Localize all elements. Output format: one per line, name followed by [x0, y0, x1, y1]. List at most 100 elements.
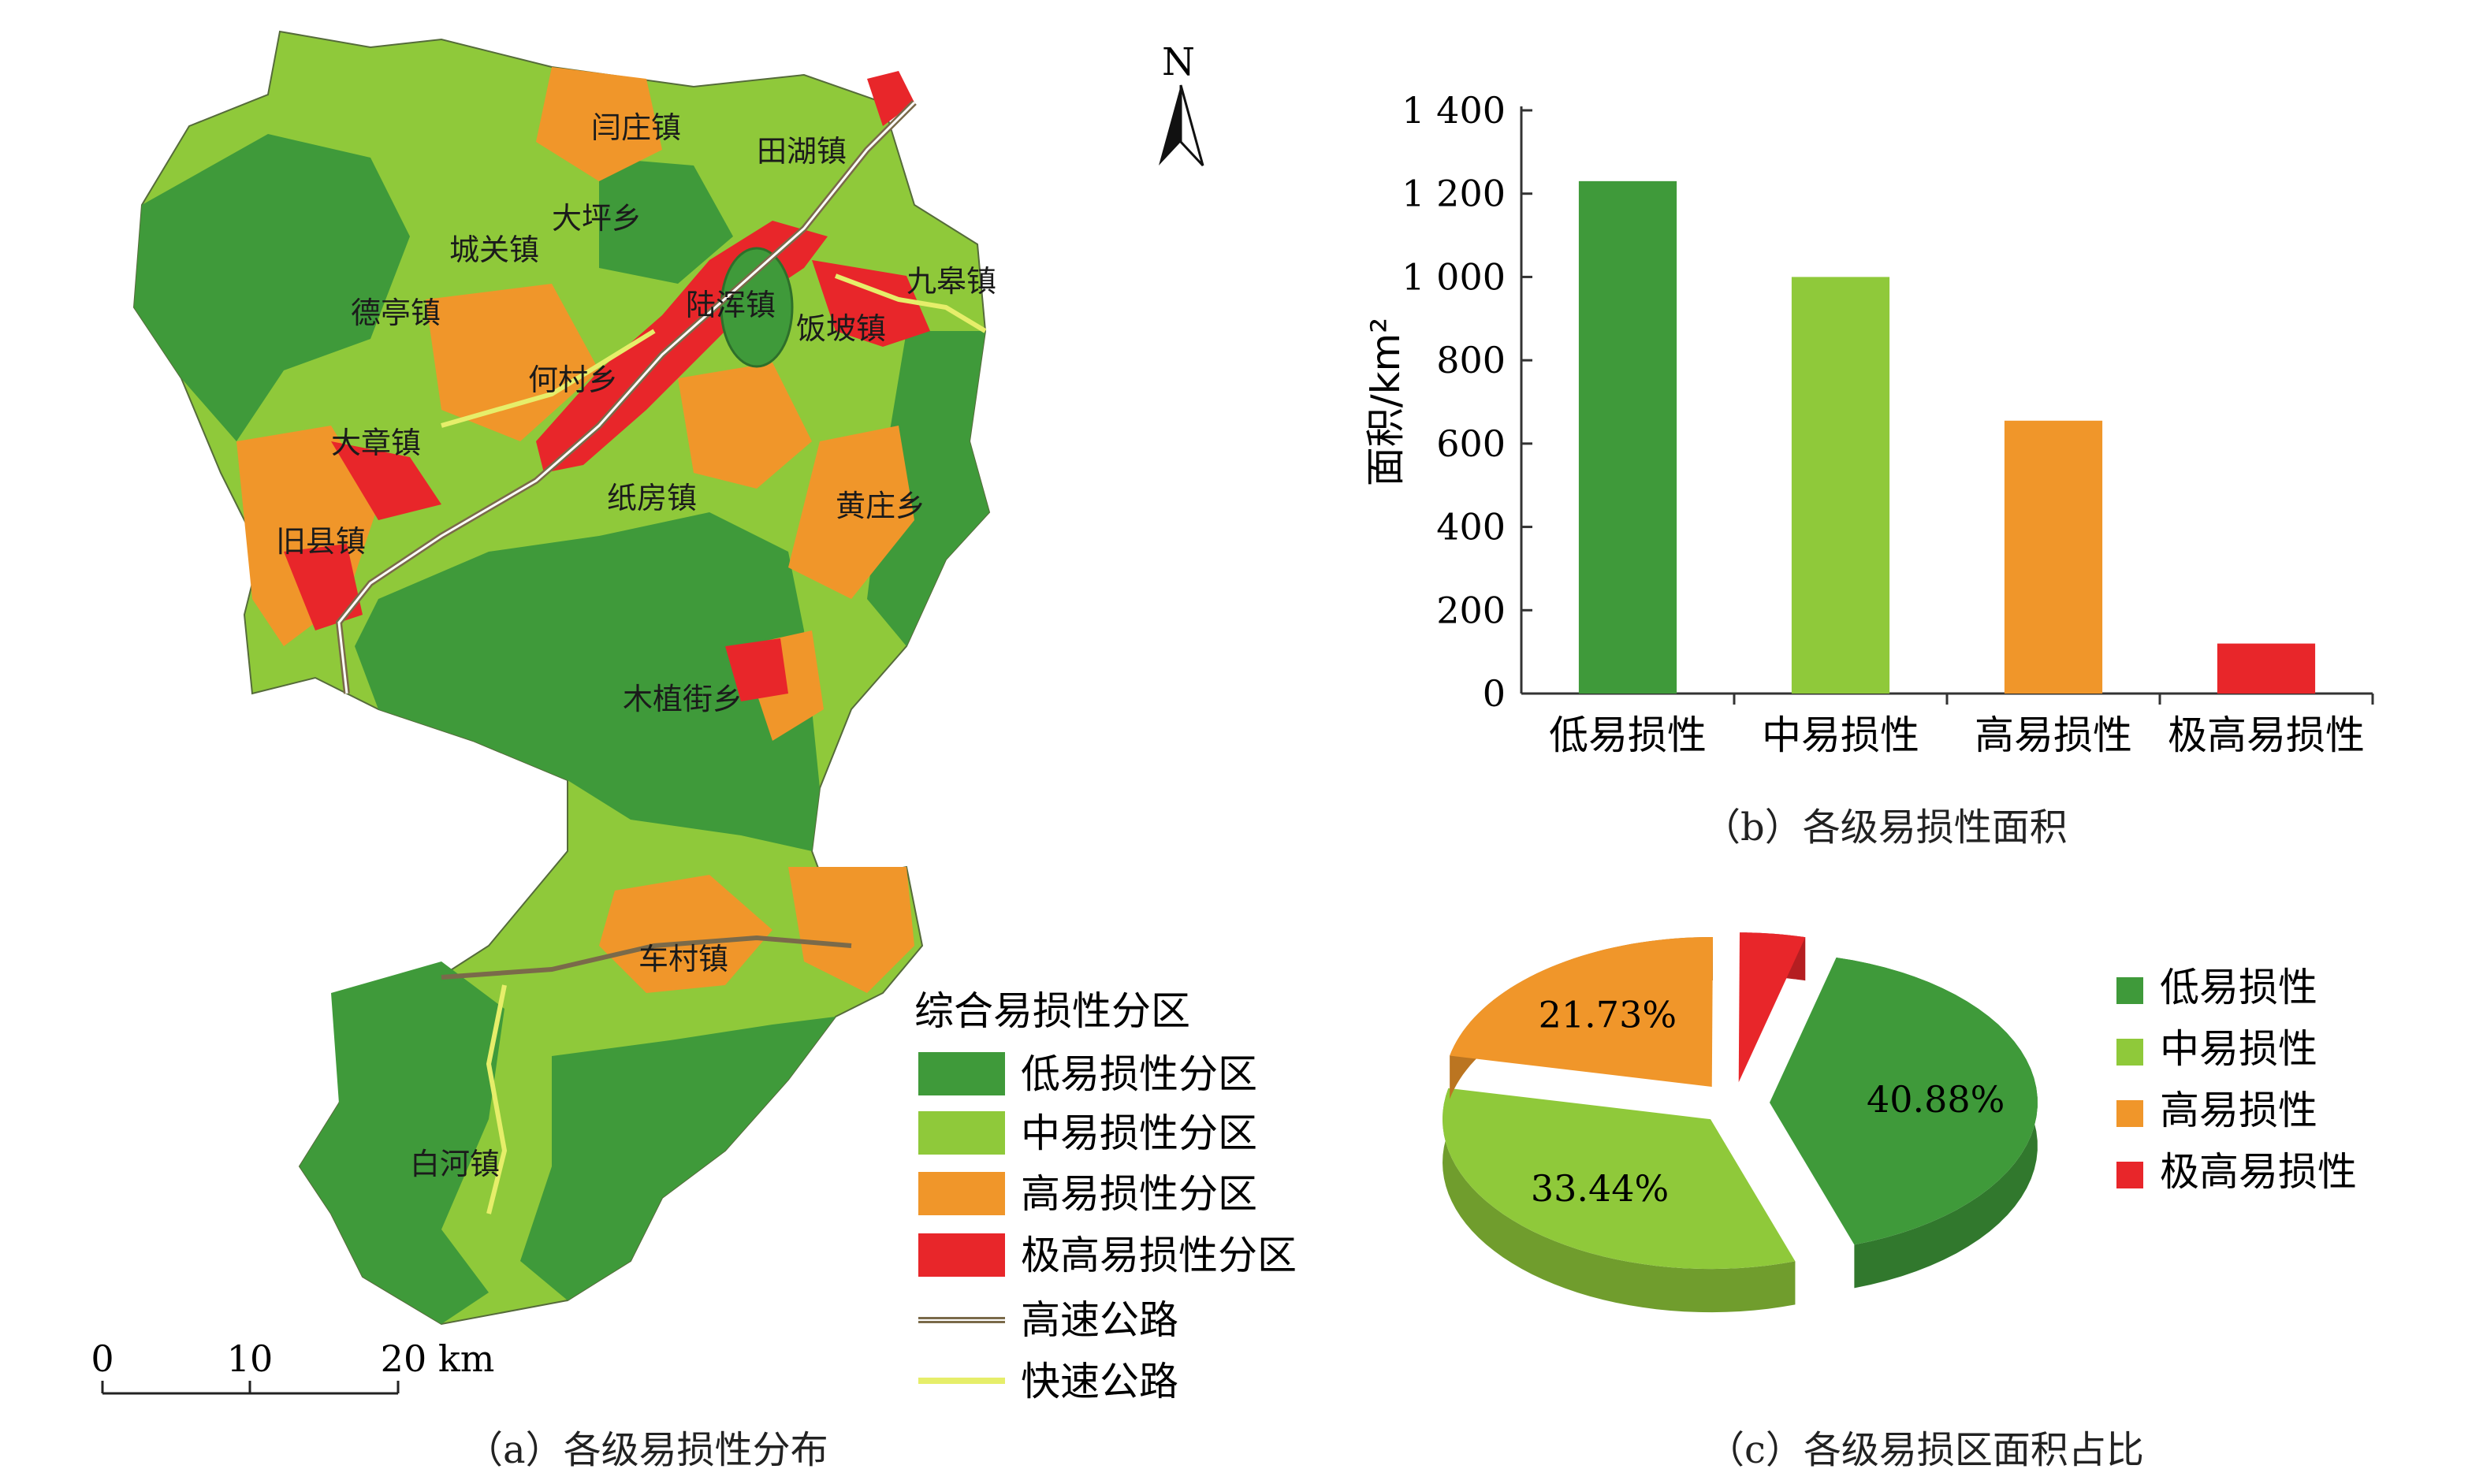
bar	[2004, 420, 2103, 694]
town-label: 闫庄镇	[591, 110, 681, 145]
town-label: 大章镇	[331, 426, 421, 460]
pie-legend-label: 高易损性	[2160, 1088, 2317, 1133]
x-tick-label: 高易损性	[1975, 712, 2132, 758]
low-zone-southwest	[300, 961, 504, 1324]
bar	[1578, 180, 1677, 694]
extreme-zone-east	[812, 260, 930, 347]
low-zone-east	[867, 331, 989, 646]
map-legend: 综合易损性分区 低易损性分区 中易损性分区 高易损性分区 极高易损性分区 高速公…	[914, 988, 1297, 1404]
y-tick-label: 200	[1436, 589, 1506, 631]
extreme-zone-northeast	[867, 71, 914, 126]
town-label: 大坪乡	[552, 201, 642, 236]
town-label: 饭坡镇	[796, 311, 886, 346]
pie-legend-label: 中易损性	[2160, 1026, 2317, 1072]
high-zone-5	[678, 363, 812, 489]
pie-slice	[1450, 936, 1714, 1087]
pie-data-label: 40.88%	[1867, 1078, 2005, 1121]
lake	[720, 247, 794, 368]
legend-swatch-high	[918, 1172, 1005, 1215]
north-arrow-icon-half	[1179, 84, 1204, 167]
legend-label-low: 低易损性分区	[1021, 1051, 1257, 1097]
town-label: 城关镇	[449, 232, 539, 267]
pie-legend-swatch	[2116, 1100, 2143, 1127]
town-label: 车村镇	[638, 942, 728, 976]
high-zone-7	[788, 867, 914, 993]
bar-chart-title: （b）各级易损性面积	[1703, 805, 2068, 850]
low-zone-southeast	[520, 1017, 836, 1300]
extreme-zone-southwest	[284, 544, 363, 630]
north-arrow: N	[1159, 40, 1204, 167]
highway-inner	[337, 101, 916, 694]
low-zone-west	[134, 134, 410, 441]
high-zone-2	[426, 284, 599, 441]
legend-swatch-low	[918, 1052, 1005, 1095]
expressway-north	[834, 273, 987, 333]
town-label: 何村乡	[528, 363, 618, 397]
pie-data-label: 21.73%	[1539, 993, 1677, 1036]
north-label: N	[1162, 40, 1195, 84]
high-zone-4	[788, 426, 914, 599]
scale-bar: 0 10 20 km	[91, 1337, 495, 1395]
legend-label-extreme: 极高易损性分区	[1021, 1233, 1297, 1278]
pie-legend-swatch	[2116, 977, 2143, 1004]
pie-slice	[1738, 932, 1806, 1083]
bar	[1791, 277, 1890, 694]
pie-chart-title: （c）各级易损区面积占比	[1707, 1428, 2144, 1472]
highway-south	[441, 935, 852, 980]
scale-label: 0	[91, 1337, 114, 1380]
legend-label-highway: 高速公路	[1021, 1297, 1178, 1343]
pie-data-label: 33.44%	[1531, 1167, 1669, 1210]
pie-legend-label: 低易损性	[2160, 965, 2317, 1010]
legend-label-high: 高易损性分区	[1021, 1171, 1257, 1217]
extreme-zone-west	[331, 441, 441, 520]
low-zone-center	[355, 512, 820, 851]
legend-label-medium: 中易损性分区	[1021, 1110, 1257, 1156]
scale-label: 10	[227, 1337, 274, 1380]
legend-title: 综合易损性分区	[914, 988, 1190, 1034]
expressway-south	[486, 984, 508, 1214]
town-label: 陆浑镇	[686, 288, 776, 322]
town-label: 黄庄乡	[836, 489, 925, 523]
x-tick-label: 低易损性	[1549, 712, 1707, 758]
map-caption: （a）各级易损性分布	[465, 1428, 828, 1472]
low-zone-north	[599, 158, 733, 284]
legend-swatch-extreme	[918, 1233, 1005, 1277]
pie-slice	[1769, 958, 2038, 1245]
y-tick-label: 1 400	[1402, 89, 1506, 132]
high-zone-6	[599, 875, 772, 993]
pie-slice	[1443, 1088, 1796, 1270]
pie-legend-swatch	[2116, 1162, 2143, 1188]
town-label: 九皋镇	[906, 264, 996, 299]
pie-legend-label: 极高易损性	[2160, 1149, 2357, 1195]
bar	[2217, 643, 2316, 694]
map-panel: 闫庄镇 田湖镇 大坪乡 城关镇 九皋镇 德亭镇 陆浑镇 饭坡镇 何村乡 大章镇 …	[91, 30, 1297, 1472]
north-arrow-icon	[1159, 85, 1181, 166]
y-tick-label: 600	[1436, 422, 1506, 465]
y-tick-label: 800	[1436, 339, 1506, 381]
town-label: 德亭镇	[351, 296, 441, 330]
y-axis-label: 面积/km²	[1363, 318, 1409, 487]
pie-legend-swatch	[2116, 1039, 2143, 1066]
y-tick-label: 1 000	[1402, 255, 1506, 298]
y-tick-label: 0	[1483, 672, 1506, 715]
town-label: 田湖镇	[757, 134, 847, 169]
town-label: 白河镇	[410, 1147, 500, 1181]
pie-slice-side	[1443, 1088, 1796, 1313]
high-zone-1	[536, 67, 662, 181]
town-label: 旧县镇	[276, 524, 366, 559]
expressway-west	[441, 329, 656, 428]
legend-swatch-medium	[918, 1111, 1005, 1155]
scale-label: 20 km	[381, 1337, 495, 1380]
x-tick-label: 极高易损性	[2168, 712, 2365, 758]
y-tick-label: 1 200	[1402, 173, 1506, 215]
vulnerability-map: 闫庄镇 田湖镇 大坪乡 城关镇 九皋镇 德亭镇 陆浑镇 饭坡镇 何村乡 大章镇 …	[91, 30, 1297, 1404]
y-tick-label: 400	[1436, 506, 1506, 549]
pie-chart-panel: 40.88%33.44%21.73%3.94%低易损性中易损性高易损性极高易损性…	[1403, 840, 2483, 1481]
extreme-zone-south	[725, 638, 788, 701]
legend-label-expressway: 快速公路	[1021, 1359, 1178, 1404]
bar-chart-panel: 0 200 400 600 800 1 000 1 200 1 400 低易损性 中易损性 高易损性…	[1324, 0, 2483, 867]
x-tick-label: 中易损性	[1762, 712, 1919, 758]
bar-chart: 0 200 400 600 800 1 000 1 200 1 400 低易损性 中易损性 高易损性…	[1363, 89, 2374, 758]
town-label: 纸房镇	[607, 481, 697, 515]
